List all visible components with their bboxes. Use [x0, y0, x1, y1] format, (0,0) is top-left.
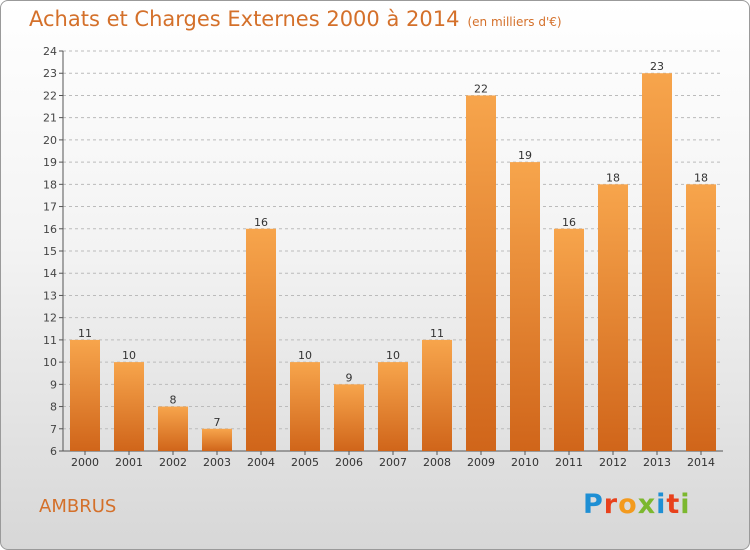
bar-2007	[378, 362, 408, 451]
data-label-2004: 16	[254, 216, 268, 229]
y-tick-label: 9	[50, 378, 57, 391]
bar-2006	[334, 384, 364, 451]
y-tick-label: 18	[43, 178, 57, 191]
x-tick-label-2014: 2014	[687, 456, 715, 469]
bar-2010	[510, 162, 540, 451]
place-name: AMBRUS	[39, 496, 117, 517]
data-label-2013: 23	[650, 60, 664, 73]
logo-letter: t	[666, 489, 681, 520]
x-tick-label-2002: 2002	[159, 456, 187, 469]
x-tick-label-2010: 2010	[511, 456, 539, 469]
data-label-2010: 19	[518, 149, 532, 162]
data-label-2001: 10	[122, 349, 136, 362]
logo-letter: r	[603, 489, 619, 520]
bar-2001	[114, 362, 144, 451]
logo-letter: i	[680, 489, 691, 520]
y-tick-label: 24	[43, 45, 57, 58]
logo-letter: o	[618, 489, 638, 520]
x-tick-label-2000: 2000	[71, 456, 99, 469]
bar-2000	[70, 339, 100, 451]
bar-2014	[686, 184, 716, 452]
x-tick-label-2003: 2003	[203, 456, 231, 469]
x-tick-label-2011: 2011	[555, 456, 583, 469]
bar-2004	[246, 228, 276, 451]
bar-2011	[554, 228, 584, 451]
y-tick-label: 20	[43, 134, 57, 147]
data-labels: 11 10 8 7 16 10 9 10 11 22 19 16 18 23 18	[78, 60, 708, 429]
y-tick-label: 6	[50, 445, 57, 458]
y-tick-label: 10	[43, 356, 57, 369]
data-label-2000: 11	[78, 327, 92, 340]
proxiti-logo: Proxiti	[583, 489, 691, 520]
x-tick-labels: 2000 2001 2002 2003 2004 2005 2006 2007 2008 2009…	[71, 456, 715, 469]
bar-2008	[422, 339, 452, 451]
y-tick-label: 22	[43, 89, 57, 102]
data-label-2005: 10	[298, 349, 312, 362]
bar-2012	[598, 184, 628, 452]
y-tick-label: 13	[43, 289, 57, 302]
x-tick-label-2012: 2012	[599, 456, 627, 469]
y-tick-label: 15	[43, 245, 57, 258]
bars	[70, 73, 716, 452]
data-label-2011: 16	[562, 216, 576, 229]
data-label-2014: 18	[694, 171, 708, 184]
y-tick-label: 23	[43, 67, 57, 80]
logo-letter: x	[637, 489, 657, 520]
chart-unit: (en milliers d'€)	[467, 15, 562, 29]
y-tick-label: 17	[43, 201, 57, 214]
x-tick-label-2013: 2013	[643, 456, 671, 469]
logo-letter: P	[583, 489, 604, 520]
data-label-2002: 8	[170, 394, 177, 407]
y-tick-label: 7	[50, 423, 57, 436]
x-tick-label-2009: 2009	[467, 456, 495, 469]
x-tick-label-2004: 2004	[247, 456, 275, 469]
data-label-2003: 7	[214, 416, 221, 429]
data-label-2008: 11	[430, 327, 444, 340]
y-tick-label: 16	[43, 223, 57, 236]
bar-2005	[290, 362, 320, 451]
bar-2013	[642, 73, 672, 451]
y-tick-label: 8	[50, 401, 57, 414]
x-tick-label-2005: 2005	[291, 456, 319, 469]
y-tick-label: 11	[43, 334, 57, 347]
bar-2002	[158, 406, 188, 451]
bar-2009	[466, 95, 496, 451]
x-tick-label-2007: 2007	[379, 456, 407, 469]
y-tick-labels: 6 7 8 9 10 11 12 13 14 15 16 17 18 19 20 21 22 23 24	[43, 45, 57, 458]
data-label-2007: 10	[386, 349, 400, 362]
chart-title: Achats et Charges Externes 2000 à 2014 (e…	[29, 7, 562, 31]
y-tick-label: 19	[43, 156, 57, 169]
data-label-2009: 22	[474, 82, 488, 95]
logo-letter: i	[656, 489, 667, 520]
y-tick-label: 21	[43, 112, 57, 125]
y-tick-label: 12	[43, 312, 57, 325]
x-tick-label-2006: 2006	[335, 456, 363, 469]
y-tick-label: 14	[43, 267, 57, 280]
data-label-2012: 18	[606, 171, 620, 184]
data-label-2006: 9	[346, 371, 353, 384]
bar-2003	[202, 428, 232, 451]
chart-title-text: Achats et Charges Externes 2000 à 2014	[29, 7, 460, 31]
x-tick-label-2001: 2001	[115, 456, 143, 469]
x-tick-label-2008: 2008	[423, 456, 451, 469]
